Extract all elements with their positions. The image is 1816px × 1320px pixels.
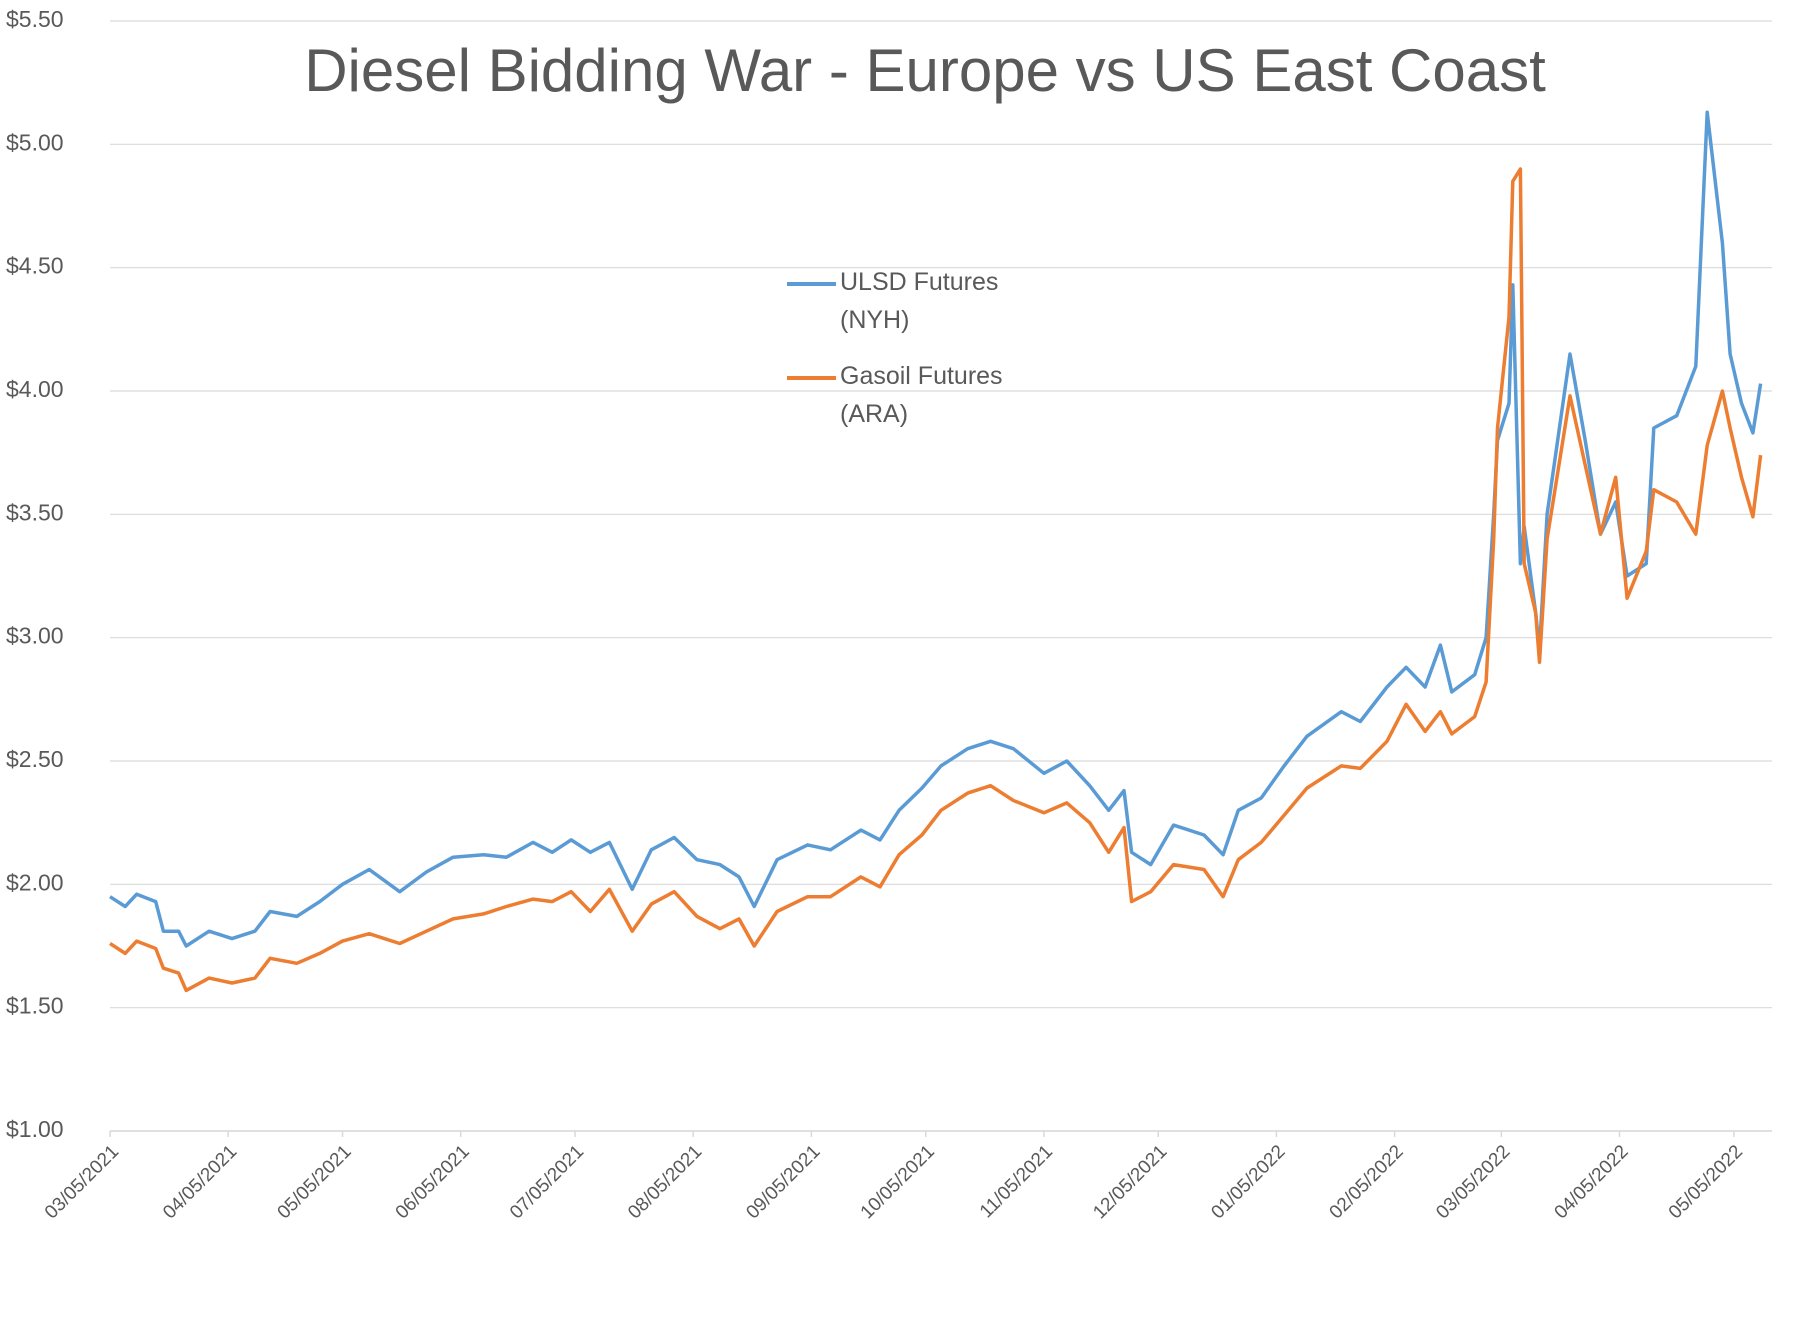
y-tick-label: $2.50 — [6, 746, 64, 772]
y-tick-label: $1.00 — [6, 1116, 64, 1142]
y-tick-label: $5.50 — [6, 6, 64, 32]
x-tick-label: 02/05/2022 — [1326, 1141, 1408, 1223]
y-tick-label: $3.50 — [6, 499, 64, 525]
y-tick-label: $4.50 — [6, 253, 64, 279]
x-tick-label: 03/05/2021 — [41, 1141, 123, 1223]
chart-title: Diesel Bidding War - Europe vs US East C… — [304, 37, 1546, 104]
x-tick-label: 03/05/2022 — [1432, 1141, 1514, 1223]
x-tick-label: 05/05/2021 — [274, 1141, 356, 1223]
series-line — [109, 167, 1763, 993]
legend-item: ULSD Futures (NYH) — [787, 268, 1050, 339]
legend-item: Gasoil Futures (ARA) — [787, 362, 1050, 433]
legend-swatch — [787, 376, 836, 380]
y-tick-label: $1.50 — [6, 993, 64, 1019]
x-tick-label: 12/05/2021 — [1089, 1141, 1171, 1223]
x-tick-label: 09/05/2021 — [742, 1141, 824, 1223]
x-tick-label: 11/05/2021 — [976, 1141, 1057, 1222]
x-tick-label: 04/05/2022 — [1551, 1141, 1633, 1223]
x-tick-label: 07/05/2021 — [506, 1141, 588, 1223]
y-tick-label: $5.00 — [6, 129, 64, 155]
legend-swatch — [787, 282, 836, 286]
x-tick-label: 04/05/2021 — [159, 1141, 241, 1223]
x-tick-label: 06/05/2021 — [392, 1141, 474, 1223]
y-tick-label: $4.00 — [6, 376, 64, 402]
legend-label: ULSD Futures (NYH) — [840, 268, 999, 334]
x-tick-label: 05/05/2022 — [1665, 1141, 1747, 1223]
y-tick-label: $2.00 — [6, 869, 64, 895]
legend-label: Gasoil Futures (ARA) — [840, 362, 1003, 428]
x-tick-label: 10/05/2021 — [857, 1141, 939, 1223]
series-line — [109, 110, 1763, 948]
y-tick-label: $3.00 — [6, 623, 64, 649]
x-tick-label: 08/05/2021 — [624, 1141, 706, 1223]
x-tick-label: 01/05/2022 — [1207, 1141, 1289, 1223]
